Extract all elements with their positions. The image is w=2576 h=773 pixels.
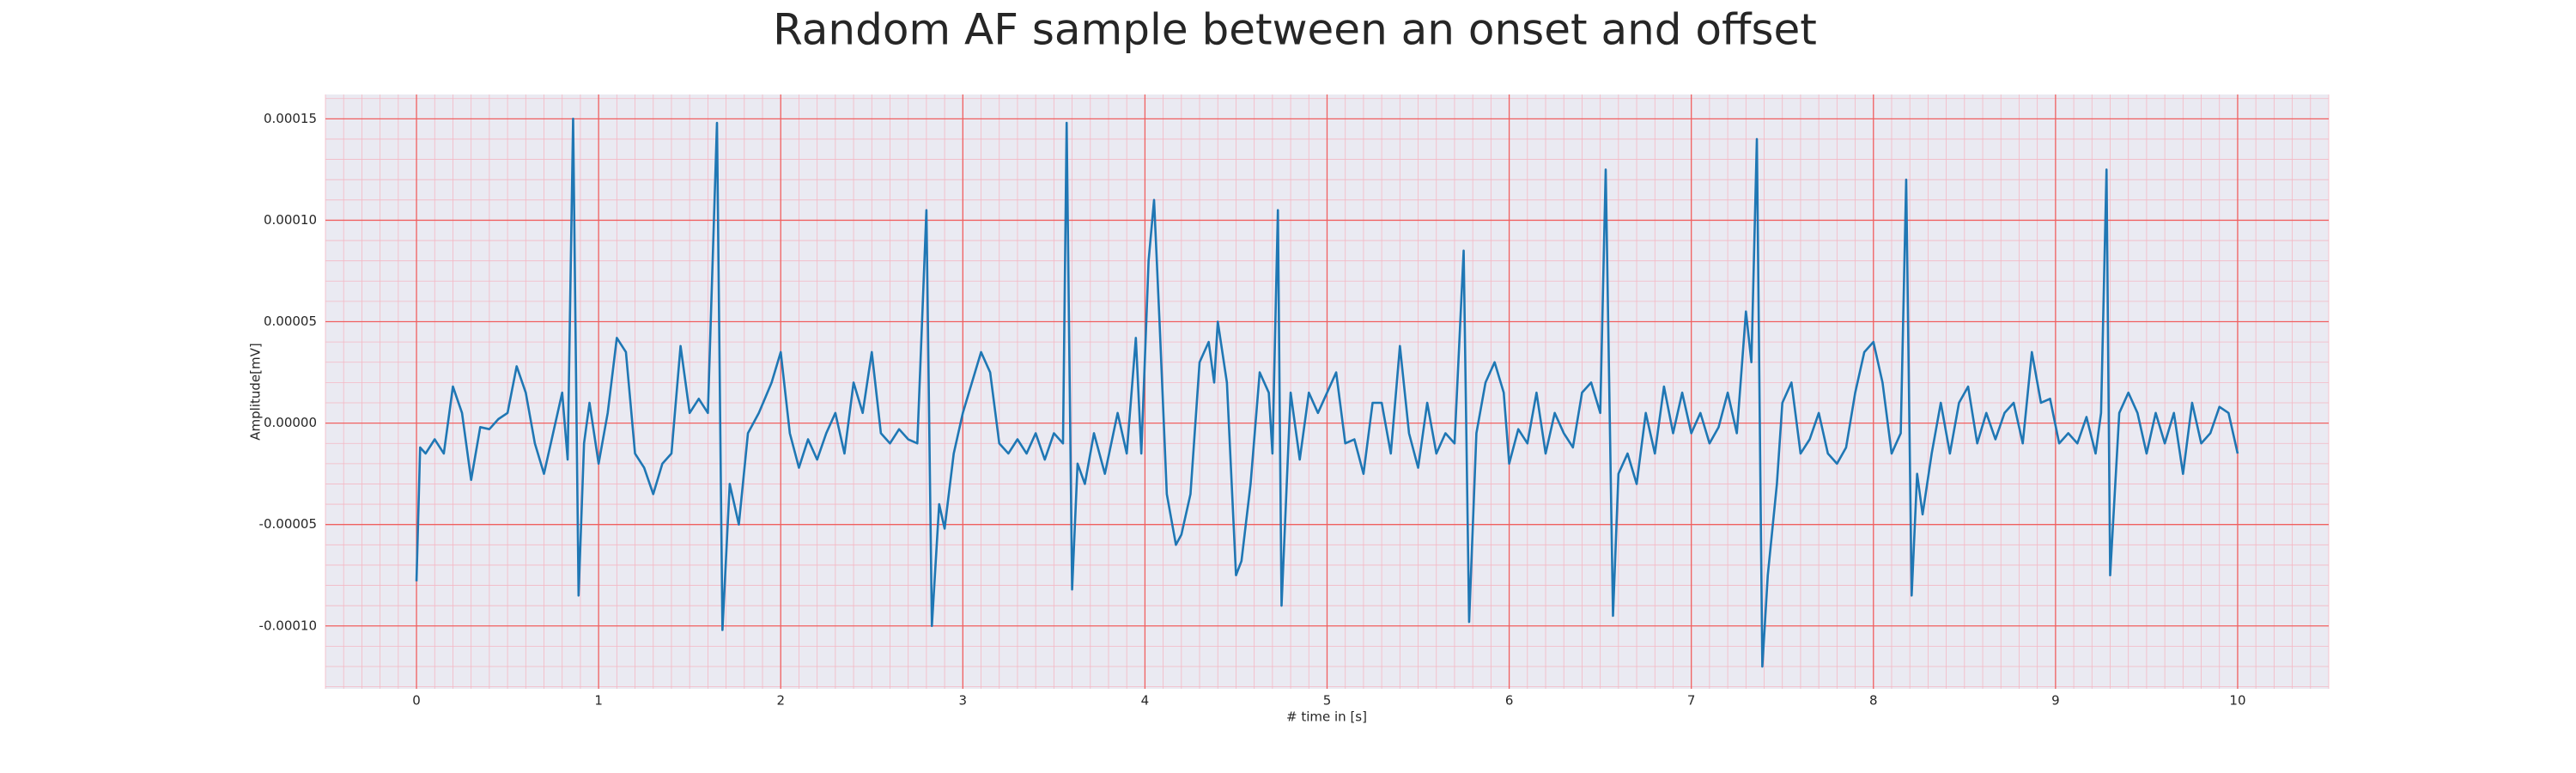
x-tick-label: 8 bbox=[1869, 693, 1878, 709]
x-tick-label: 0 bbox=[412, 693, 421, 709]
x-tick-label: 3 bbox=[959, 693, 968, 709]
x-tick-label: 7 bbox=[1687, 693, 1696, 709]
y-tick-label: -0.00005 bbox=[259, 516, 317, 532]
y-tick-label: 0.00015 bbox=[264, 111, 317, 126]
x-tick-label: 2 bbox=[776, 693, 785, 709]
y-axis-label: Amplitude[mV] bbox=[248, 343, 264, 440]
x-axis-label: # time in [s] bbox=[1286, 709, 1367, 725]
x-tick-label: 5 bbox=[1323, 693, 1332, 709]
x-tick-label: 9 bbox=[2051, 693, 2060, 709]
y-tick-label: -0.00010 bbox=[259, 618, 317, 633]
x-tick-label: 6 bbox=[1505, 693, 1514, 709]
data-line bbox=[415, 118, 2239, 668]
x-tick-label: 10 bbox=[2229, 693, 2245, 709]
y-tick-label: 0.00010 bbox=[264, 212, 317, 228]
y-tick-label: 0.00000 bbox=[264, 415, 317, 430]
x-tick-label: 4 bbox=[1141, 693, 1150, 709]
chart-title: Random AF sample between an onset and of… bbox=[773, 5, 1817, 55]
y-tick-label: 0.00005 bbox=[264, 313, 317, 329]
x-tick-label: 1 bbox=[594, 693, 603, 709]
